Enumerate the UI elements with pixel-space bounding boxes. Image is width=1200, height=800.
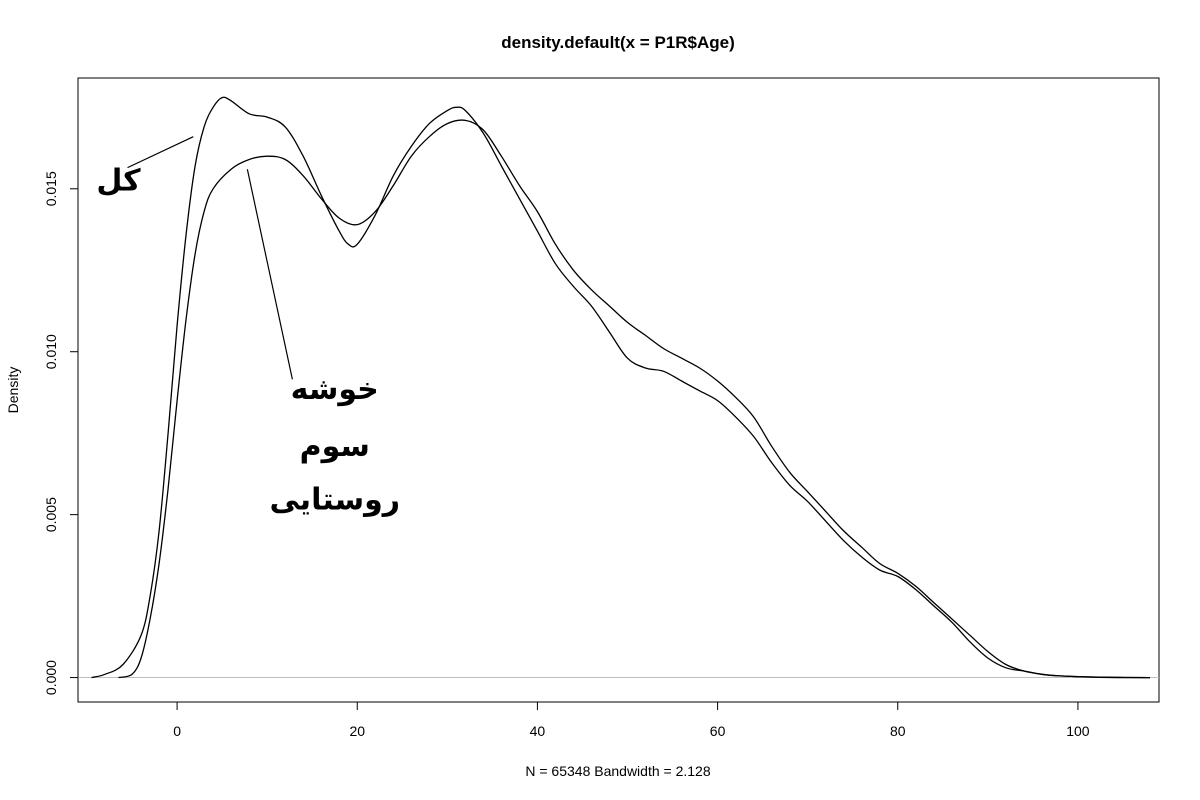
density-curves bbox=[91, 96, 1151, 679]
annotation-pointers bbox=[127, 136, 293, 380]
annotation-label: کل bbox=[96, 163, 141, 198]
x-tick-label: 60 bbox=[710, 723, 726, 739]
y-tick-label: 0.015 bbox=[43, 171, 59, 206]
annotations: کل خوشه سوم روستایی bbox=[96, 163, 400, 517]
pointer-line bbox=[246, 169, 293, 380]
annotation-label: خوشه bbox=[291, 372, 379, 407]
x-tick-label: 100 bbox=[1066, 723, 1090, 739]
y-tick-label: 0.010 bbox=[43, 334, 59, 369]
x-axis: 0 20 40 60 80 100 bbox=[173, 701, 1090, 739]
plot-frame bbox=[77, 77, 1160, 703]
x-tick-label: 40 bbox=[530, 723, 546, 739]
y-axis-label: Density bbox=[5, 367, 21, 414]
annotation-label: سوم bbox=[300, 429, 370, 464]
x-tick-label: 0 bbox=[173, 723, 181, 739]
density-curve-1 bbox=[91, 96, 1150, 679]
y-tick-label: 0.000 bbox=[43, 660, 59, 695]
y-tick-label: 0.005 bbox=[43, 497, 59, 532]
chart-title: density.default(x = P1R$Age) bbox=[501, 33, 735, 52]
density-curve-2 bbox=[118, 119, 1151, 679]
annotation-label: روستایی bbox=[269, 483, 400, 518]
y-axis: 0.000 0.005 0.010 0.015 bbox=[43, 171, 79, 695]
x-tick-label: 20 bbox=[349, 723, 365, 739]
x-tick-label: 80 bbox=[890, 723, 906, 739]
pointer-line bbox=[127, 136, 194, 169]
x-axis-label: N = 65348 Bandwidth = 2.128 bbox=[525, 763, 710, 779]
